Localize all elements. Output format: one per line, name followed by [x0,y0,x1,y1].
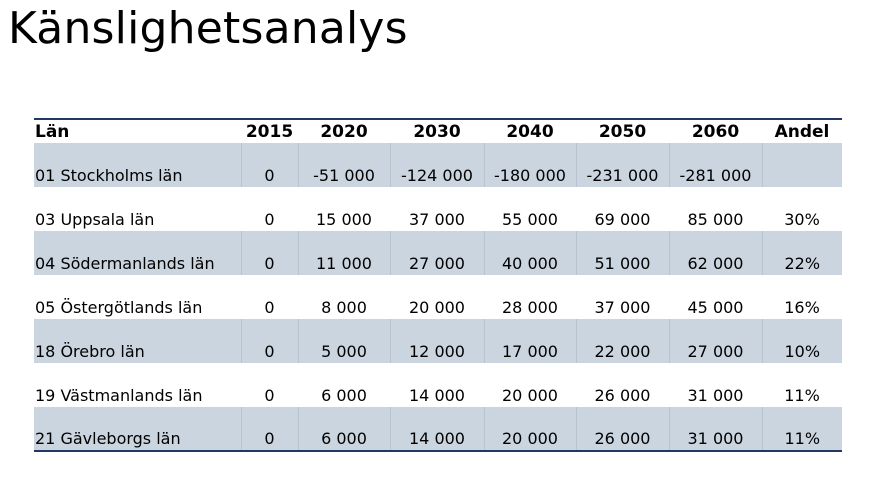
column-header-andel: Andel [774,122,830,142]
table-cell-value: 27 000 [389,231,484,275]
table-row: 21 Gävleborgs län 0 6 000 14 000 20 000 26 00… [34,407,842,451]
table-cell-value: -180 000 [483,143,576,187]
table-cell-value: 62 000 [668,231,762,275]
table-cell-value: 0 [240,319,298,363]
table-cell-value: 22% [761,231,842,275]
table-cell-value: 45 000 [687,298,744,317]
column-header-2030: 2030 [413,122,461,142]
table-row: 04 Södermanlands län 0 11 000 27 000 40 000 5… [34,231,842,275]
table-cell-lan: 21 Gävleborgs län [34,407,241,451]
table-cell-value: 37 000 [594,298,651,317]
table-cell-lan: 03 Uppsala län [35,210,155,229]
table-cell-value: 30% [784,210,820,229]
table-cell-value: 20 000 [502,386,558,405]
table-cell-value: 31 000 [687,386,744,405]
table-cell-value: 0 [240,143,298,187]
table-cell-value: 17 000 [483,319,576,363]
table-cell-value: 55 000 [502,210,558,229]
table-cell-value: 11% [784,386,820,405]
table-row: 03 Uppsala län 0 15 000 37 000 55 000 69 000 8… [34,187,842,231]
page-title: Känslighetsanalys [8,3,408,54]
table-cell-lan: 04 Södermanlands län [34,231,241,275]
table-row: 18 Örebro län 0 5 000 12 000 17 000 22 000 27 … [34,319,842,363]
column-header-2050: 2050 [598,122,647,142]
table-cell-value: 40 000 [483,231,576,275]
table-cell-value: 31 000 [668,407,762,451]
column-header-2060: 2060 [691,122,740,142]
table-cell-value: 0 [240,407,298,451]
table-cell-value [761,143,842,187]
table-cell-value: 26 000 [575,407,669,451]
table-cell-value: 14 000 [409,386,465,405]
table-cell-value: 0 [264,386,275,405]
column-header-2040: 2040 [506,122,554,142]
column-header-2020: 2020 [320,122,368,142]
table-cell-value: 20 000 [483,407,576,451]
table-cell-value: 11% [761,407,842,451]
table-cell-lan: 05 Östergötlands län [35,298,203,317]
table-row: 01 Stockholms län 0 -51 000 -124 000 -180 00… [34,143,842,187]
table-row: 19 Västmanlands län 0 6 000 14 000 20 000 26 … [34,363,842,407]
sensitivity-table: Län 2015 2020 2030 2040 2050 2060 Andel … [34,118,842,452]
table-cell-value: 14 000 [389,407,484,451]
table-cell-value: 16% [784,298,820,317]
table-header-row: Län 2015 2020 2030 2040 2050 2060 Andel [34,119,842,143]
table-cell-value: -281 000 [668,143,762,187]
table-cell-value: 5 000 [297,319,390,363]
column-header-lan: Län [35,122,70,142]
table-cell-value: 11 000 [297,231,390,275]
table-cell-value: 20 000 [409,298,465,317]
table-cell-value: 22 000 [575,319,669,363]
table-cell-lan: 18 Örebro län [34,319,241,363]
table-cell-value: 8 000 [321,298,367,317]
table-row: 05 Östergötlands län 0 8 000 20 000 28 000 37… [34,275,842,319]
table-cell-value: -51 000 [297,143,390,187]
table-cell-value: 85 000 [687,210,744,229]
table-cell-value: 37 000 [409,210,465,229]
table-cell-value: 12 000 [389,319,484,363]
table-cell-value: 0 [264,298,275,317]
table-cell-value: 26 000 [594,386,651,405]
table-cell-value: 69 000 [594,210,651,229]
table-cell-value: -231 000 [575,143,669,187]
table-cell-value: 10% [761,319,842,363]
table-cell-value: 27 000 [668,319,762,363]
table-cell-value: -124 000 [389,143,484,187]
table-cell-value: 6 000 [297,407,390,451]
table-cell-lan: 19 Västmanlands län [35,386,203,405]
table-cell-value: 0 [240,231,298,275]
table-cell-value: 6 000 [321,386,367,405]
table-cell-value: 28 000 [502,298,558,317]
table-cell-lan: 01 Stockholms län [34,143,241,187]
table-cell-value: 15 000 [316,210,372,229]
table-cell-value: 0 [264,210,275,229]
column-header-2015: 2015 [245,122,294,142]
table-cell-value: 51 000 [575,231,669,275]
